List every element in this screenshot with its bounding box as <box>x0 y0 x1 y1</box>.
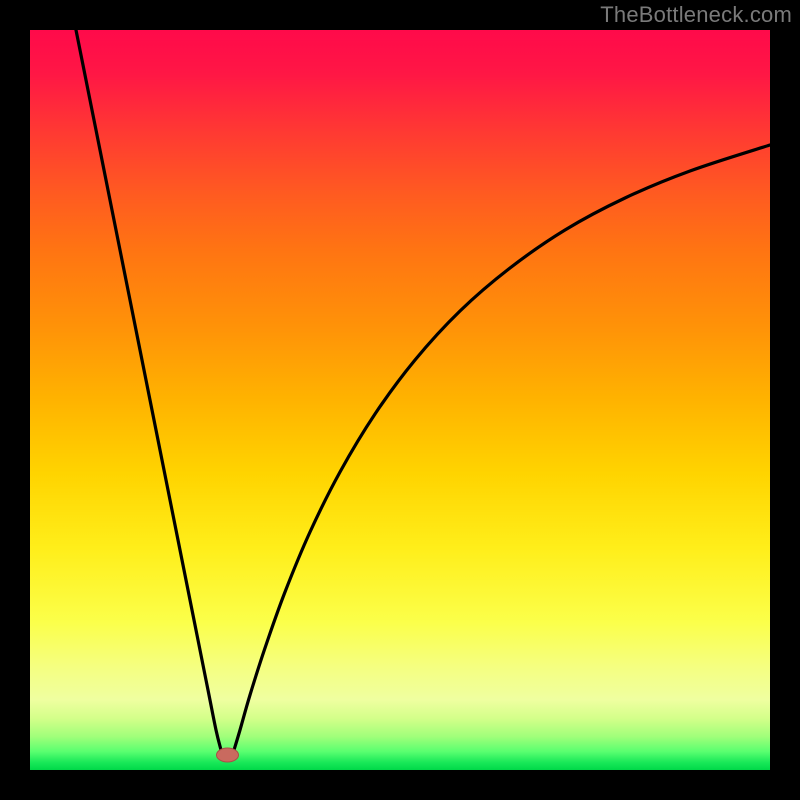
optimal-marker <box>217 748 239 762</box>
watermark-text: TheBottleneck.com <box>600 2 792 28</box>
gradient-background <box>30 30 770 770</box>
chart-container: TheBottleneck.com <box>0 0 800 800</box>
bottleneck-chart <box>0 0 800 800</box>
plot-area <box>30 30 770 770</box>
